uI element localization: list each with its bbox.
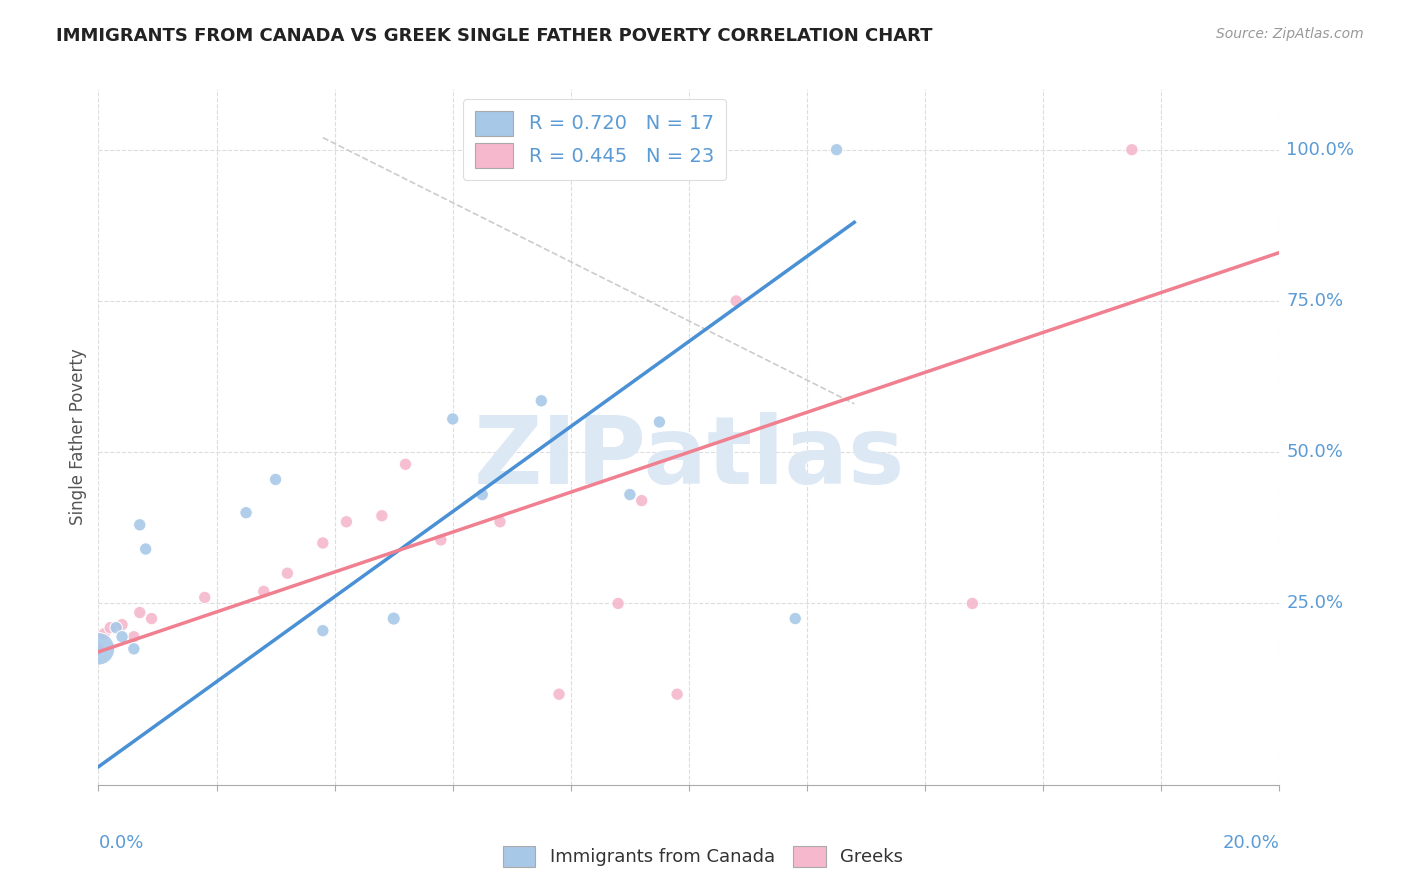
Text: 100.0%: 100.0% bbox=[1286, 141, 1354, 159]
Point bbox=[194, 591, 217, 605]
Point bbox=[471, 487, 494, 501]
Point bbox=[489, 515, 512, 529]
Point bbox=[128, 517, 150, 532]
Text: 50.0%: 50.0% bbox=[1286, 443, 1343, 461]
Point bbox=[825, 143, 848, 157]
Text: IMMIGRANTS FROM CANADA VS GREEK SINGLE FATHER POVERTY CORRELATION CHART: IMMIGRANTS FROM CANADA VS GREEK SINGLE F… bbox=[56, 27, 932, 45]
Point bbox=[394, 458, 416, 472]
Point bbox=[430, 533, 453, 547]
Point bbox=[312, 536, 335, 550]
Point bbox=[382, 611, 405, 625]
Text: ZIPatlas: ZIPatlas bbox=[474, 412, 904, 504]
Point bbox=[785, 611, 807, 625]
Point bbox=[1121, 143, 1143, 157]
Point bbox=[666, 687, 689, 701]
Point bbox=[607, 597, 630, 611]
Point bbox=[122, 630, 145, 644]
Point bbox=[648, 415, 671, 429]
Point bbox=[371, 508, 394, 523]
Point bbox=[128, 606, 150, 620]
Point bbox=[98, 621, 121, 635]
Point bbox=[619, 487, 641, 501]
Point bbox=[276, 566, 298, 581]
Point bbox=[548, 687, 571, 701]
Point bbox=[93, 626, 115, 640]
Point bbox=[441, 412, 464, 426]
Point bbox=[725, 293, 748, 308]
Point bbox=[87, 641, 110, 656]
Text: Source: ZipAtlas.com: Source: ZipAtlas.com bbox=[1216, 27, 1364, 41]
Legend: R = 0.720   N = 17, R = 0.445   N = 23: R = 0.720 N = 17, R = 0.445 N = 23 bbox=[463, 99, 725, 180]
Point bbox=[264, 472, 287, 486]
Text: 20.0%: 20.0% bbox=[1223, 834, 1279, 852]
Point bbox=[135, 541, 157, 556]
Text: 0.0%: 0.0% bbox=[98, 834, 143, 852]
Point bbox=[235, 506, 257, 520]
Point bbox=[253, 584, 276, 599]
Point bbox=[122, 641, 145, 656]
Point bbox=[105, 621, 128, 635]
Text: 25.0%: 25.0% bbox=[1286, 594, 1344, 613]
Y-axis label: Single Father Poverty: Single Father Poverty bbox=[69, 349, 87, 525]
Point bbox=[111, 630, 134, 644]
Text: 75.0%: 75.0% bbox=[1286, 292, 1344, 310]
Point bbox=[141, 611, 163, 625]
Point bbox=[962, 597, 984, 611]
Point bbox=[530, 393, 553, 408]
Legend: Immigrants from Canada, Greeks: Immigrants from Canada, Greeks bbox=[496, 838, 910, 874]
Point bbox=[111, 617, 134, 632]
Point bbox=[335, 515, 357, 529]
Point bbox=[87, 641, 110, 656]
Point bbox=[312, 624, 335, 638]
Point bbox=[630, 493, 652, 508]
